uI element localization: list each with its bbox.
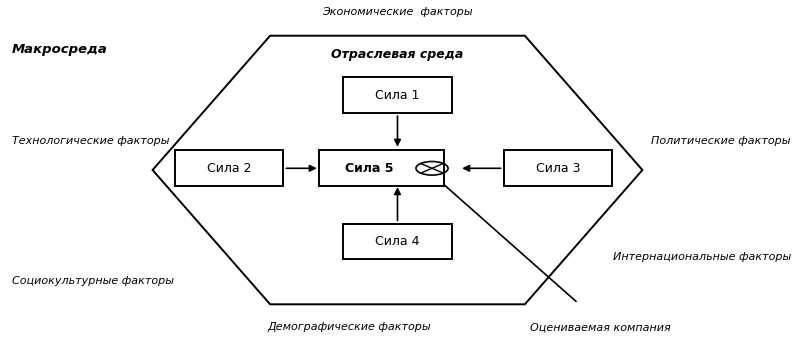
Text: Политические факторы: Политические факторы: [650, 136, 790, 146]
Text: Отраслевая среда: Отраслевая среда: [331, 48, 463, 61]
Text: Сила 5: Сила 5: [345, 162, 393, 175]
Text: Технологические факторы: Технологические факторы: [12, 136, 169, 146]
Text: Демографические факторы: Демографические факторы: [267, 322, 431, 332]
Text: Сила 3: Сила 3: [535, 162, 580, 175]
FancyBboxPatch shape: [343, 78, 451, 113]
Text: Макросреда: Макросреда: [12, 43, 107, 56]
Text: Сила 4: Сила 4: [375, 235, 419, 248]
Text: Экономические  факторы: Экономические факторы: [322, 7, 472, 17]
Text: Социокультурные факторы: Социокультурные факторы: [12, 275, 174, 286]
Text: Сила 2: Сила 2: [206, 162, 251, 175]
FancyBboxPatch shape: [504, 150, 612, 186]
Text: Оцениваемая компания: Оцениваемая компания: [529, 322, 670, 332]
FancyBboxPatch shape: [174, 150, 282, 186]
Text: Интернациональные факторы: Интернациональные факторы: [612, 252, 790, 262]
Text: Сила 1: Сила 1: [375, 89, 419, 102]
FancyBboxPatch shape: [343, 224, 451, 259]
FancyBboxPatch shape: [318, 150, 443, 186]
